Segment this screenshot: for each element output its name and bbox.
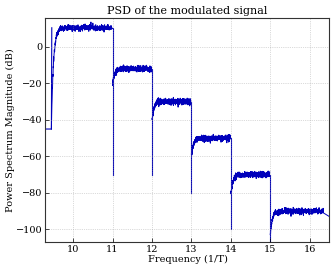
Y-axis label: Power Spectrum Magnitude (dB): Power Spectrum Magnitude (dB): [6, 48, 15, 212]
X-axis label: Frequency (1/T): Frequency (1/T): [147, 255, 227, 264]
Title: PSD of the modulated signal: PSD of the modulated signal: [107, 6, 268, 16]
